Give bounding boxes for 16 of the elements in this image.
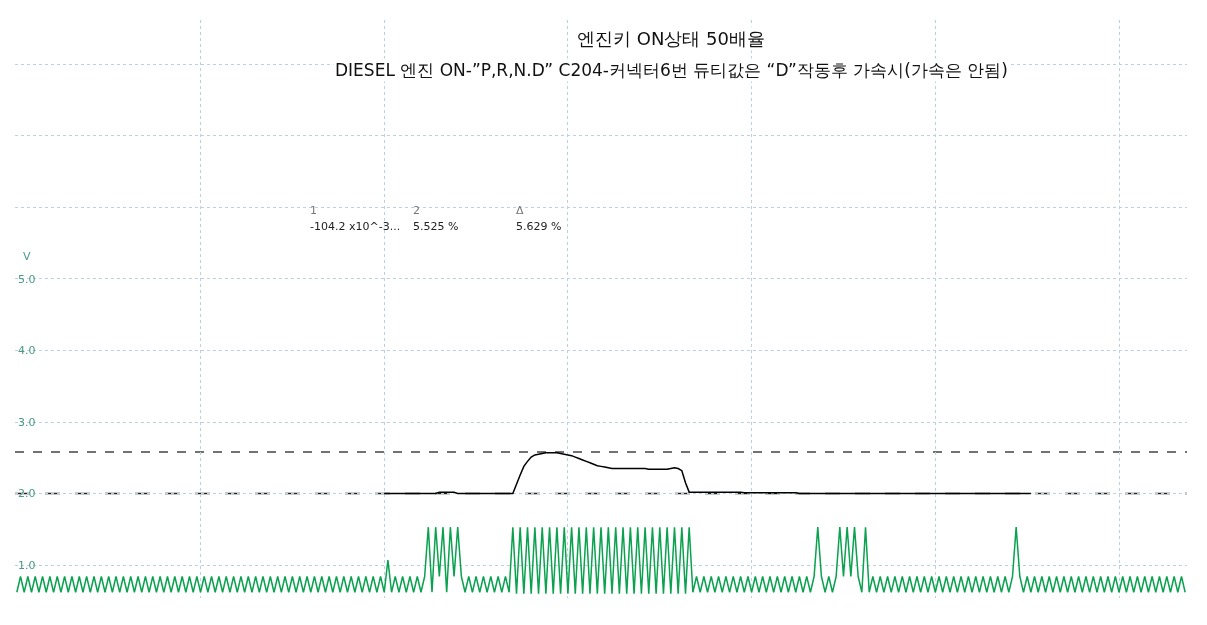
y-axis-title: V — [23, 250, 31, 263]
annotation: Δ — [516, 204, 524, 217]
y-tick-label: 2.0 — [18, 487, 36, 501]
annotation: 5.525 % — [413, 220, 459, 233]
y-tick-label: 3.0 — [18, 415, 36, 429]
annotation: 1 — [310, 204, 317, 217]
annotation: 2 — [413, 204, 420, 217]
line-series — [16, 526, 1186, 595]
y-tick-label: 4.0 — [18, 344, 36, 358]
text: DIESEL 엔진 ON-”P,R,N.D” C204-커넥터6번 듀티값은 “D”작동후 가속시(가속은 안됨) — [335, 60, 1008, 80]
y-tick-label: 1.0 — [18, 558, 36, 572]
annotation: -104.2 x10^-3... — [310, 220, 401, 233]
annotation: 5.629 % — [516, 220, 562, 233]
text: 엔진키 ON상태 50배율 — [577, 28, 765, 49]
y-tick-label: 5.0 — [18, 272, 36, 286]
line-series — [383, 452, 1032, 495]
